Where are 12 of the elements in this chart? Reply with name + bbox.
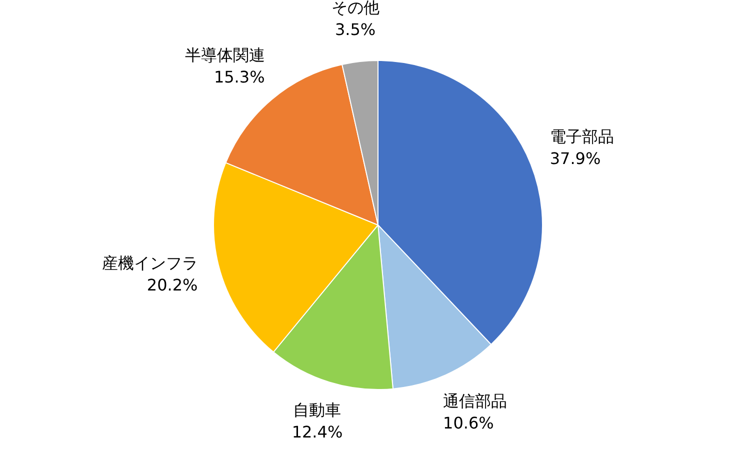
data-label: 15.3%	[214, 67, 265, 86]
data-label: 3.5%	[334, 20, 376, 39]
slice-label: 産機インフラ	[102, 254, 198, 273]
data-label: 12.4%	[292, 422, 343, 442]
slice-label: 自動車	[293, 400, 342, 420]
data-label: 20.2%	[146, 276, 198, 295]
data-label: 10.6%	[443, 413, 494, 432]
slice-label: 半導体関連	[184, 45, 265, 64]
data-label: 37.9%	[550, 148, 601, 168]
slice-label: 電子部品	[550, 126, 614, 146]
slice-label: その他	[331, 0, 380, 17]
slice-label: 通信部品	[443, 391, 508, 410]
